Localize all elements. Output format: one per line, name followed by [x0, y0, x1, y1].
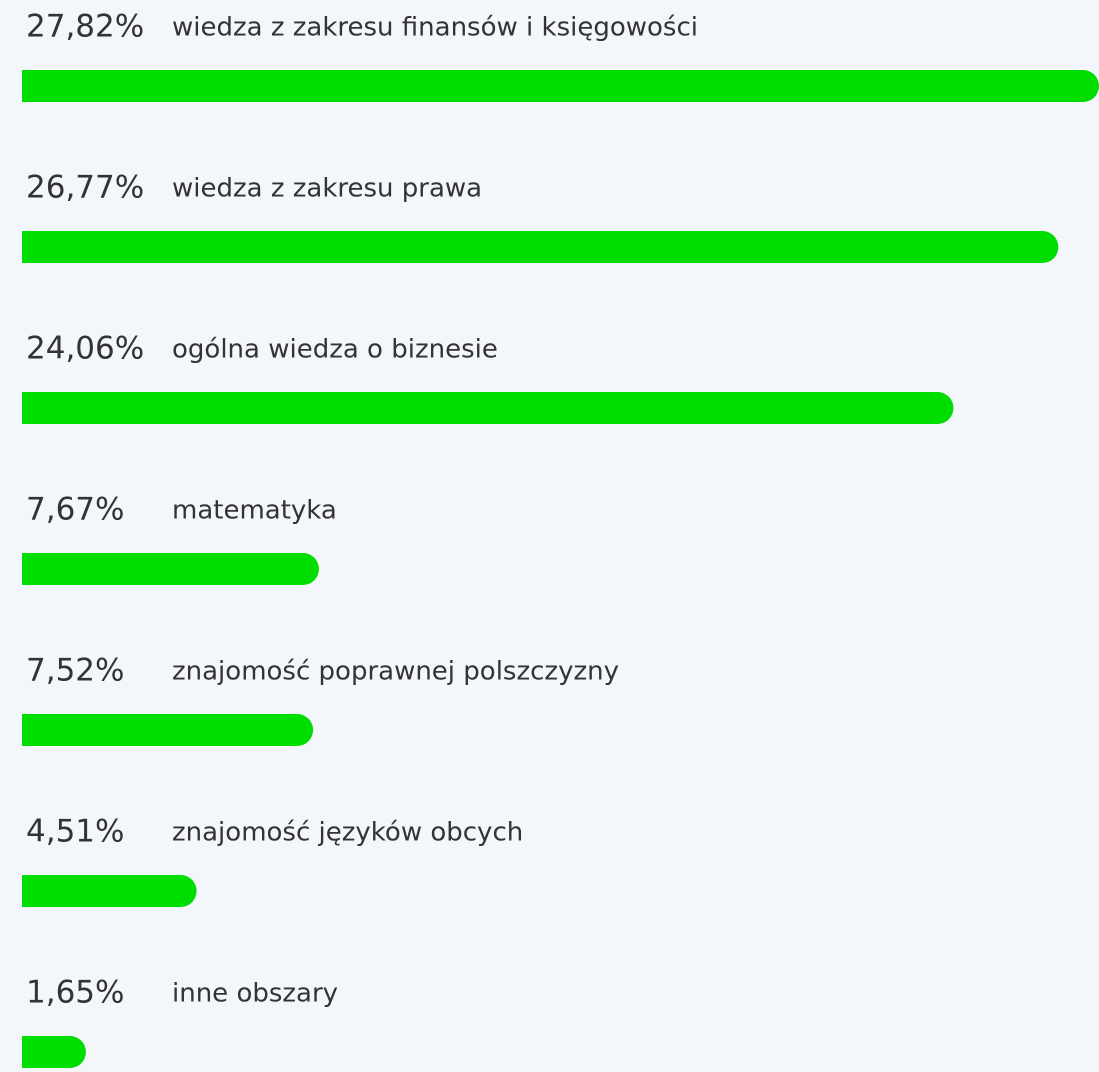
bar [22, 392, 954, 424]
bar [22, 875, 197, 907]
value-label: 1,65% [26, 975, 124, 1011]
category-label: wiedza z zakresu finansów i księgowości [172, 13, 698, 43]
category-label: wiedza z zakresu prawa [172, 174, 482, 204]
value-label: 26,77% [26, 170, 144, 206]
category-label: matematyka [172, 496, 337, 526]
value-label: 27,82% [26, 9, 144, 45]
bar [22, 1036, 86, 1068]
bar [22, 70, 1099, 102]
value-label: 7,52% [26, 653, 124, 689]
value-label: 4,51% [26, 814, 124, 850]
value-label: 24,06% [26, 331, 144, 367]
category-label: znajomość języków obcych [172, 818, 523, 848]
value-label: 7,67% [26, 492, 124, 528]
category-label: inne obszary [172, 979, 338, 1009]
bar [22, 553, 319, 585]
category-label: ogólna wiedza o biznesie [172, 335, 498, 365]
bar [22, 714, 314, 746]
bar [22, 231, 1059, 263]
category-label: znajomość poprawnej polszczyzny [172, 657, 619, 687]
